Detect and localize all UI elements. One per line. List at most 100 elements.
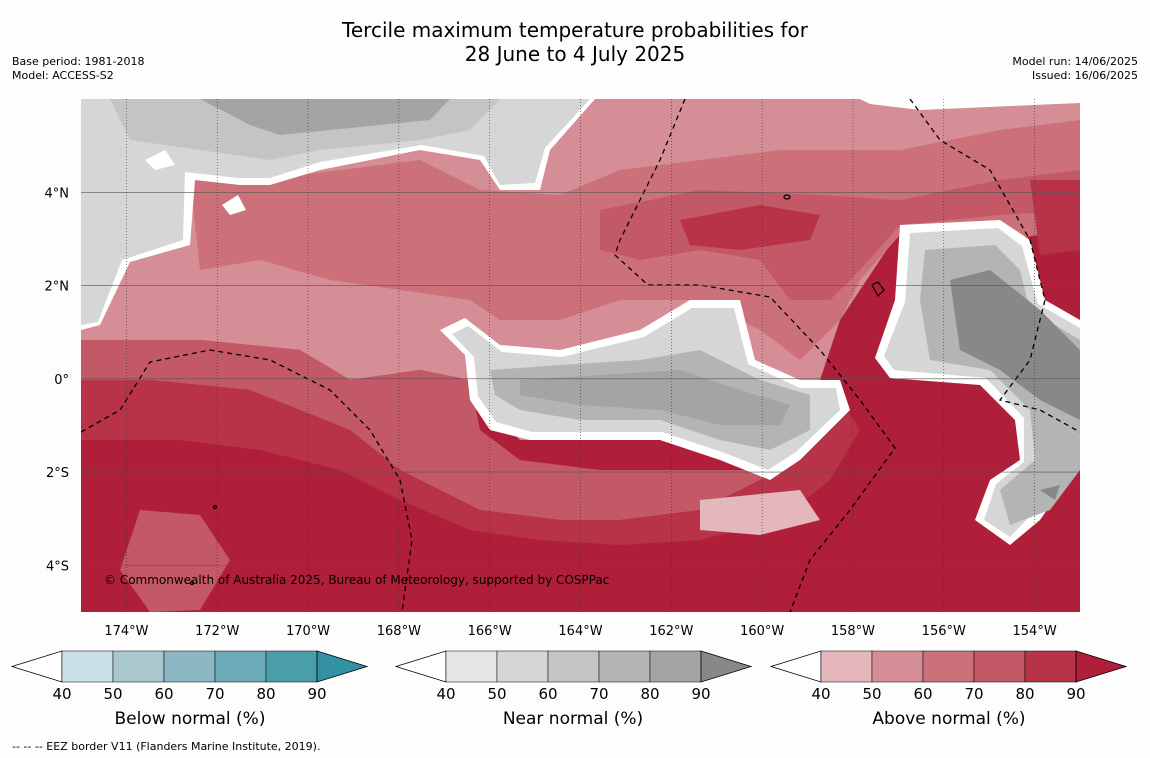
colorbar-segment: [598, 650, 651, 683]
colorbar-tick-label: 80: [256, 685, 275, 703]
colorbar-segment: [445, 650, 498, 683]
field-above-85a: [680, 205, 820, 250]
meta-right: Model run: 14/06/2025 Issued: 16/06/2025: [1012, 55, 1138, 83]
title-line-1: Tercile maximum temperature probabilitie…: [342, 18, 808, 42]
map-field: [81, 99, 1080, 612]
colorbar-tick-label: 60: [538, 685, 557, 703]
colorbar-segment: [265, 650, 318, 683]
colorbar-extend-low: [769, 650, 822, 683]
colorbar-segment: [973, 650, 1026, 683]
colorbar-0: 40 50 60 70 80 90: [10, 650, 369, 703]
field-near-90-eq: [520, 370, 790, 425]
lat-tick-label: 2°S: [46, 466, 69, 481]
island-a: [783, 194, 791, 200]
lat-tick-label: 4°S: [46, 559, 69, 574]
field-near-90-east-b: [1040, 485, 1060, 500]
model-run-text: Model run: 14/06/2025: [1012, 55, 1138, 68]
lat-tick-label: 4°N: [45, 186, 70, 201]
lon-tick-label: 158°W: [831, 624, 875, 639]
field-near-90-nw: [200, 99, 450, 135]
colorbar-segment: [922, 650, 975, 683]
colorbar-extend-low: [10, 650, 63, 683]
eez-footnote: -- -- -- EEZ border V11 (Flanders Marine…: [12, 740, 321, 753]
colorbar-segment: [871, 650, 924, 683]
colorbar-extend-high: [700, 650, 753, 683]
colorbar-tick-label: 50: [103, 685, 122, 703]
colorbar-segment: [214, 650, 267, 683]
colorbar-extend-low: [394, 650, 447, 683]
meta-left: Base period: 1981-2018 Model: ACCESS-S2: [12, 55, 144, 83]
eez-line-central: [614, 99, 896, 612]
lon-tick-label: 164°W: [558, 624, 602, 639]
colorbar-tick-label: 50: [862, 685, 881, 703]
map-title: Tercile maximum temperature probabilitie…: [0, 18, 1150, 66]
colorbar-segment: [1024, 650, 1077, 683]
colorbar-tick-label: 70: [205, 685, 224, 703]
colorbar-tick-label: 90: [1066, 685, 1085, 703]
lon-tick-label: 160°W: [740, 624, 784, 639]
lon-tick-label: 168°W: [377, 624, 421, 639]
colorbar-tick-label: 40: [52, 685, 71, 703]
colorbar-segment: [496, 650, 549, 683]
issued-text: Issued: 16/06/2025: [1031, 69, 1138, 82]
colorbars: 40 50 60 70 80 90 40 50 60 70 80 90 40 50 60 70 80 90: [10, 650, 1128, 703]
lon-tick-label: 166°W: [468, 624, 512, 639]
axis-labels: 174°W 172°W 170°W 168°W 166°W 164°W 162°W 160°W…: [45, 186, 1057, 639]
eez-line-west: [81, 349, 413, 612]
lon-tick-label: 174°W: [104, 624, 148, 639]
colorbar-segment: [547, 650, 600, 683]
model-text: Model: ACCESS-S2: [12, 69, 114, 82]
colorbar-tick-label: 80: [640, 685, 659, 703]
colorbar-segment: [112, 650, 165, 683]
colorbar-title-below: Below normal (%): [114, 709, 266, 729]
eez-line-east: [909, 99, 1080, 433]
field-above-85c: [81, 380, 860, 545]
lon-tick-label: 170°W: [286, 624, 330, 639]
islands: [189, 194, 885, 586]
island-d: [189, 580, 195, 586]
colorbar-tick-label: 50: [487, 685, 506, 703]
lat-tick-label: 2°N: [45, 280, 70, 295]
colorbar-segment: [820, 650, 873, 683]
colorbar-tick-label: 40: [436, 685, 455, 703]
colorbar-tick-label: 70: [964, 685, 983, 703]
lon-tick-label: 162°W: [649, 624, 693, 639]
field-near-60-nw: [81, 99, 590, 325]
colorbar-2: 40 50 60 70 80 90: [769, 650, 1128, 703]
colorbar-title-near: Near normal (%): [502, 709, 644, 729]
island-b: [871, 281, 885, 297]
lon-tick-label: 156°W: [922, 624, 966, 639]
field-white-isle-a: [145, 150, 175, 170]
field-near-90-east: [950, 270, 1080, 420]
colorbar-segment: [649, 650, 702, 683]
colorbar-title-above: Above normal (%): [872, 709, 1026, 729]
graticule: [81, 99, 1080, 612]
colorbar-extend-high: [1075, 650, 1128, 683]
title-line-2: 28 June to 4 July 2025: [464, 42, 686, 66]
copyright-text: © Commonwealth of Australia 2025, Bureau…: [104, 573, 609, 587]
base-period-text: Base period: 1981-2018: [12, 55, 145, 68]
colorbar-extend-high: [316, 650, 369, 683]
field-above-80c: [120, 510, 230, 612]
island-c: [212, 504, 218, 510]
eez-borders: [81, 99, 1080, 612]
field-above-50a: [700, 490, 820, 535]
colorbar-tick-label: 40: [811, 685, 830, 703]
colorbar-segment: [163, 650, 216, 683]
colorbar-tick-label: 90: [307, 685, 326, 703]
lat-tick-label: 0°: [54, 373, 69, 388]
lon-tick-label: 154°W: [1013, 624, 1057, 639]
lon-tick-label: 172°W: [195, 624, 239, 639]
colorbar-tick-label: 60: [154, 685, 173, 703]
field-above-85b: [1030, 180, 1080, 255]
colorbar-tick-label: 60: [913, 685, 932, 703]
colorbar-tick-label: 70: [589, 685, 608, 703]
colorbar-1: 40 50 60 70 80 90: [394, 650, 753, 703]
field-above-80b: [600, 170, 1080, 300]
field-white-ne: [860, 99, 1080, 110]
colorbar-segment: [61, 650, 114, 683]
field-above-80a: [81, 340, 840, 520]
field-white-isle-b: [222, 195, 246, 215]
colorbar-tick-label: 90: [691, 685, 710, 703]
